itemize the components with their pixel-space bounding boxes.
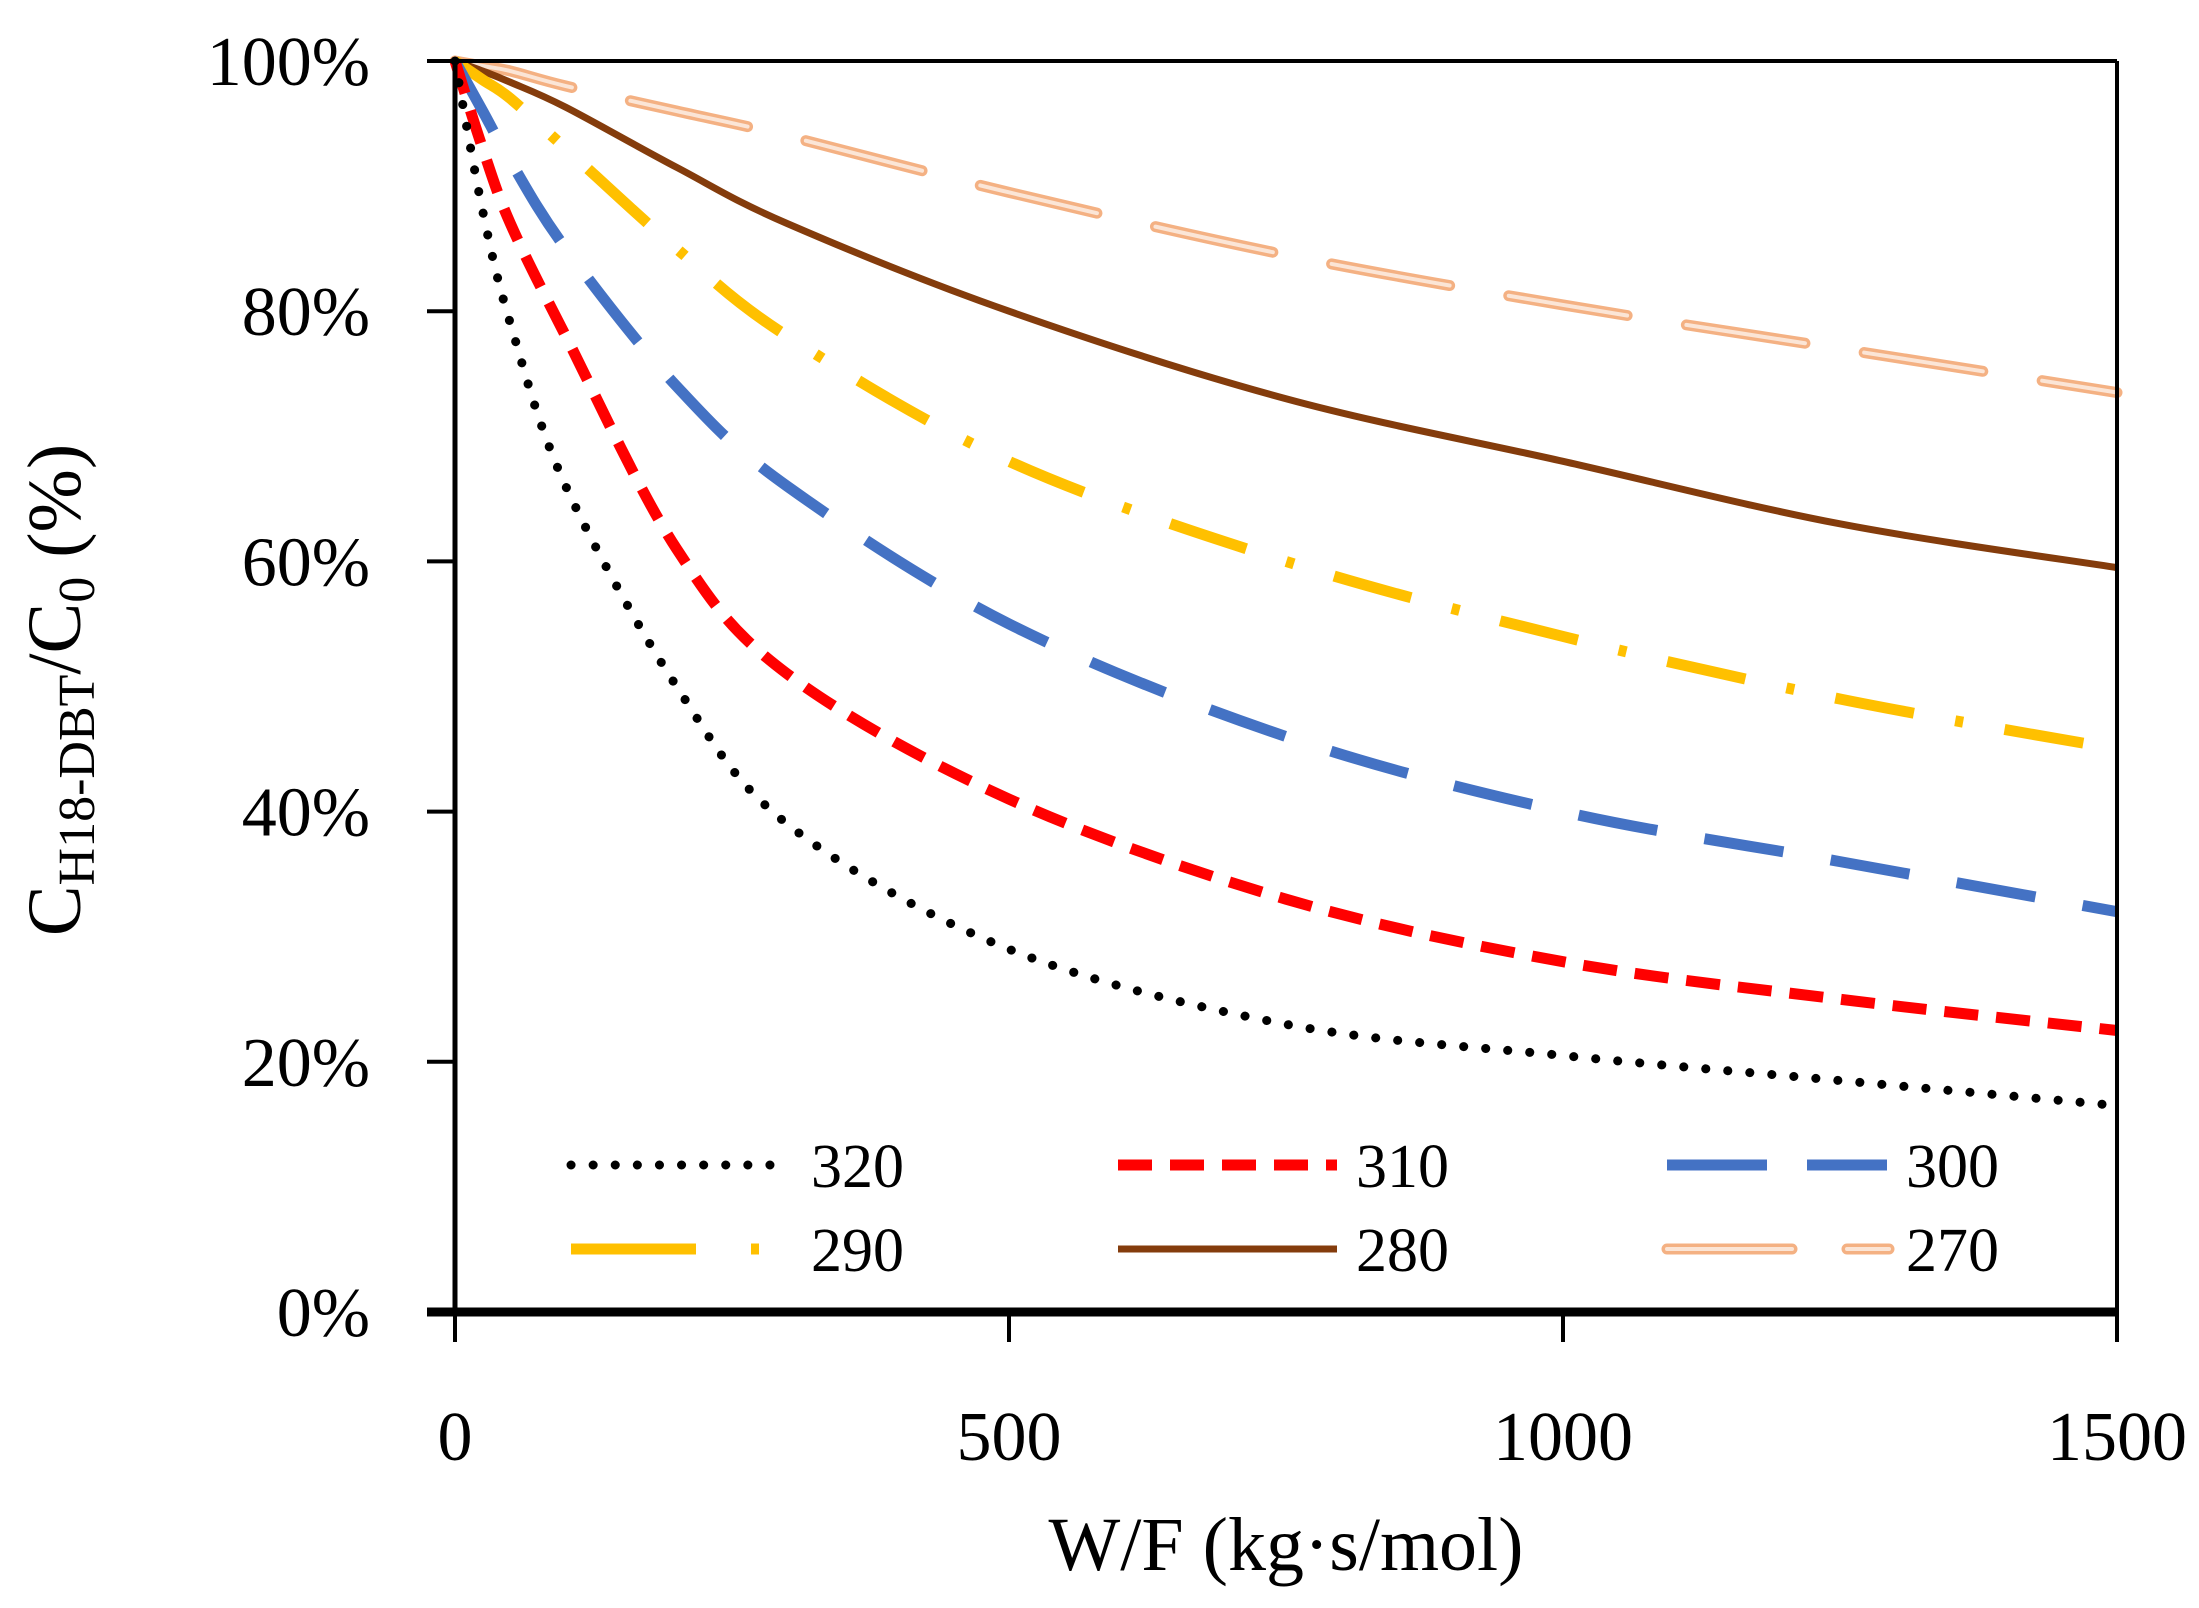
axes: 0% 20% 40% 60% 80% 100% 0 500 1000 1500: [207, 24, 2187, 1476]
y-label-unit: (%): [13, 444, 97, 577]
series-280-line: [453, 57, 2118, 572]
legend-280-label: 280: [1356, 1217, 1449, 1285]
y-tick-label: 80%: [242, 274, 370, 351]
y-tick-label: 60%: [242, 524, 370, 601]
series-300-line: [450, 58, 2118, 918]
legend-290-label: 290: [811, 1217, 904, 1285]
series-270-line: [449, 55, 2123, 399]
series-270-line-inner: [453, 59, 2119, 395]
x-tick-label: 500: [957, 1399, 1062, 1476]
x-tick-label: 0: [438, 1399, 473, 1476]
y-tick-label: 20%: [242, 1025, 370, 1102]
y-label-sub2: 0: [49, 577, 106, 603]
legend-300-label: 300: [1906, 1133, 1999, 1201]
y-label-slash: /C: [13, 603, 97, 675]
x-axis-label: W/F (kg·s/mol): [1049, 1503, 1524, 1587]
legend-320-label: 320: [811, 1133, 904, 1201]
y-label-main: C: [13, 885, 97, 936]
series-320-line: [450, 56, 2122, 1111]
series-curves: [449, 55, 2123, 1111]
series-290-line: [451, 56, 2118, 755]
legend: 320 310 300 290 280 270: [566, 1133, 1999, 1285]
y-tick-label: 100%: [207, 24, 370, 101]
y-tick-label: 40%: [242, 775, 370, 852]
y-tick-label: 0%: [277, 1275, 370, 1352]
y-label-sub1: H18-DBT: [49, 675, 106, 886]
legend-310-label: 310: [1356, 1133, 1449, 1201]
legend-270-label: 270: [1906, 1217, 1999, 1285]
y-axis-label: CH18-DBT/C0 (%): [13, 444, 106, 936]
series-310-line: [449, 59, 2118, 1036]
x-tick-label: 1500: [2047, 1399, 2187, 1476]
x-tick-label: 1000: [1493, 1399, 1633, 1476]
